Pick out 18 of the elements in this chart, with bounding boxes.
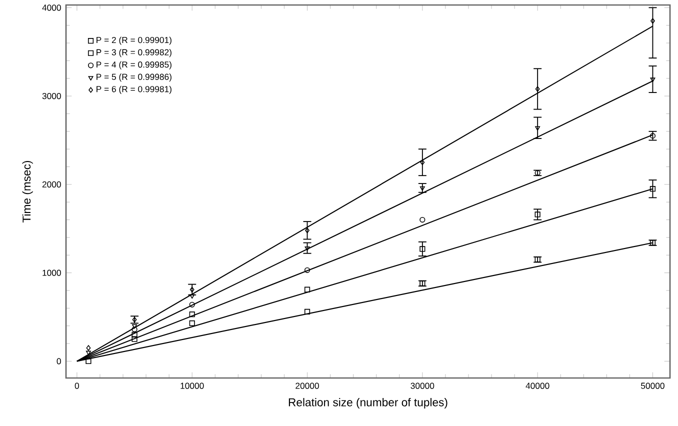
x-tick-label: 40000 <box>526 382 550 389</box>
x-axis-title: Relation size (number of tuples) <box>288 398 448 409</box>
legend-label: P = 5 (R = 0.99986) <box>96 74 172 82</box>
legend-label: P = 2 (R = 0.99901) <box>96 36 172 45</box>
legend-label: P = 3 (R = 0.99982) <box>96 49 172 58</box>
y-tick-label: 4000 <box>42 4 61 11</box>
x-tick-label: 0 <box>74 382 80 389</box>
x-tick-label: 10000 <box>180 382 204 389</box>
y-tick-label: 0 <box>56 358 61 364</box>
y-axis-title: Time (msec) <box>22 160 33 223</box>
y-tick-label: 1000 <box>42 270 61 276</box>
legend-label: P = 6 (R = 0.99981) <box>96 86 172 94</box>
x-tick-label: 50000 <box>641 382 664 389</box>
x-tick-label: 20000 <box>296 382 319 389</box>
x-tick-label: 30000 <box>410 382 434 389</box>
y-tick-label: 2000 <box>42 181 61 188</box>
y-tick-label: 3000 <box>42 92 61 100</box>
legend-label: P = 4 (R = 0.99985) <box>96 61 172 70</box>
